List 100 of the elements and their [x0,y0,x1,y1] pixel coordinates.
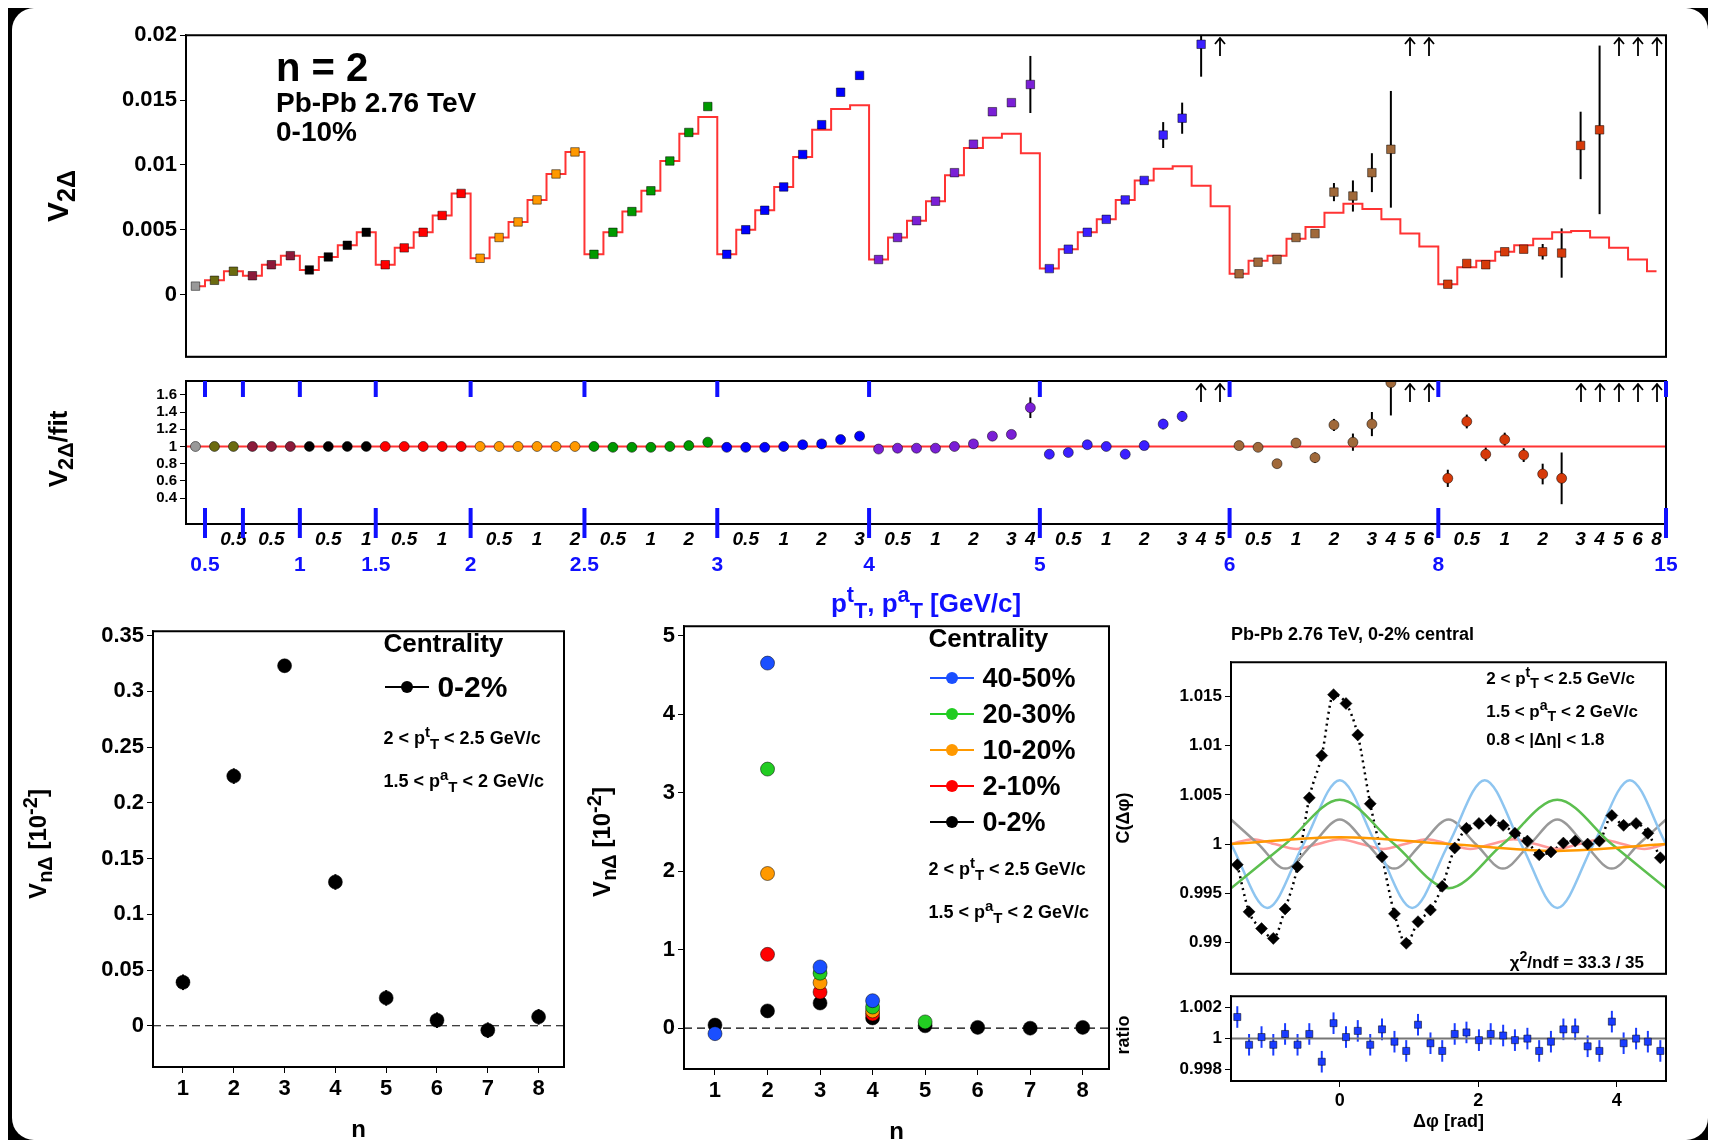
x-tick-label: 5 [1404,527,1416,549]
x-tick-label: 1 [1499,527,1511,549]
y-tick-label: 0 [662,1014,675,1040]
x-tick-label: 4 [1384,527,1397,549]
text: 5 [1034,552,1046,576]
x-tick-label: 6 [971,1077,984,1103]
x-tick-label: 0.5 [1453,527,1481,549]
y-tick-label: 0 [164,280,177,306]
x-tick-label: 7 [481,1075,494,1101]
y-tick-label: 3 [662,778,675,804]
x-tick-label: 5 [1613,527,1625,549]
x-tick-label: 3 [1575,527,1587,549]
y-tick-label: 0.005 [121,215,177,241]
x-tick-label: 6 [1632,527,1644,549]
y-tick-label: 0.998 [1179,1059,1222,1079]
y-tick-label: 1.4 [156,402,178,420]
y-tick-label: 0.05 [101,956,144,982]
annotation: 0-10% [276,116,358,148]
y-tick-label: 1.002 [1179,997,1222,1017]
y-tick-label: 0.3 [113,677,144,703]
text: 4 [863,552,875,576]
x-tick-label: 1 [360,527,372,549]
x-tick-label: 4 [329,1075,343,1101]
y-tick-label: 0.015 [121,86,177,112]
y-axis-title: C(Δφ) [1112,792,1134,844]
x-tick-label: 2 [967,527,980,549]
x-tick-label: 5 [380,1075,393,1101]
legend-label: 0-2% [437,670,508,704]
y-tick-label: 0.2 [113,788,144,814]
x-tick-label: 8 [1651,527,1663,549]
x-tick-label: 2 [815,527,828,549]
y-tick-label: 0.99 [1188,932,1222,952]
text: 0.5 [190,552,220,576]
x-tick-label: 3 [813,1077,827,1103]
x-tick-label: 4 [866,1077,880,1103]
y-tick-label: 1 [662,935,675,961]
y-tick-label: 4 [662,700,676,726]
x-tick-label: 0.5 [599,527,627,549]
x-tick-label: 1 [930,527,941,549]
annotation: 0.8 < |Δη| < 1.8 [1486,730,1606,751]
y-tick-label: 1.005 [1179,784,1222,804]
annotation: n = 2 [276,45,370,89]
x-axis-title: p$^{t}$$_{T}$, p$^{a}$$_{T}$ [GeV/c] [830,582,1022,624]
text: 6 [1223,552,1236,576]
y-tick-label: 1.015 [1179,686,1222,706]
y-tick-label: 2 [662,857,675,883]
x-tick-label: 0.5 [258,527,286,549]
y-tick-label: 0.25 [101,733,144,759]
x-tick-label: 1 [708,1077,722,1103]
annotation: Pb-Pb 2.76 TeV [276,87,477,118]
y-tick-label: 0.01 [134,150,177,176]
y-tick-label: 1 [1212,1028,1222,1048]
x-axis-title: n [351,1115,366,1142]
x-tick-label: 3 [854,527,866,549]
annotation: 1.5 < p$^{a}$$_{T}$ < 2 GeV/c [928,896,1089,926]
y-tick-label: 0.8 [156,453,177,471]
x-tick-label: 1 [1100,527,1112,549]
x-tick-label: 0.5 [732,527,760,549]
text: 2.5 [569,552,600,576]
y-tick-label: 0.1 [113,900,144,926]
legend-label: 10-20% [982,734,1076,766]
x-tick-label: 3 [1366,527,1378,549]
x-tick-label: 7 [1024,1077,1037,1103]
x-tick-label: 2 [1536,527,1549,549]
x-tick-label: 2 [227,1075,240,1101]
x-tick-label: 0.5 [884,527,912,549]
text: 15 [1654,552,1678,576]
y-axis-title: ratio [1112,1014,1134,1055]
y-tick-label: 5 [662,621,675,647]
x-tick-label: 3 [278,1075,291,1101]
y-tick-label: 0.35 [101,621,144,647]
y-tick-label: 0.15 [101,844,144,870]
legend-title: Centrality [383,628,505,659]
x-tick-label: 8 [1076,1077,1089,1103]
x-tick-label: 2 [682,527,695,549]
x-tick-label: 8 [532,1075,545,1101]
x-tick-label: 2 [1137,527,1150,549]
annotation: 2 < p$^{t}$$_{T}$ < 2.5 GeV/c [1486,664,1636,692]
x-tick-label: 6 [430,1075,444,1101]
x-tick-label: 0.5 [1055,527,1082,549]
x-tick-label: 0 [1334,1089,1345,1110]
x-tick-label: 0.5 [315,527,342,549]
x-tick-label: 4 [1593,527,1606,549]
y-tick-label: 0 [131,1011,144,1037]
x-tick-label: 0.5 [390,527,418,549]
annotation: 2 < p$^{t}$$_{T}$ < 2.5 GeV/c [383,723,542,752]
y-tick-label: 1.2 [156,419,177,437]
legend-label: 0-2% [982,806,1046,838]
x-axis-title: Δφ [rad] [1413,1111,1484,1132]
x-tick-label: 1 [1290,527,1302,549]
x-tick-label: 4 [1611,1089,1622,1110]
y-tick-label: 1.6 [156,384,177,402]
legend-label: 20-30% [982,698,1076,730]
x-tick-label: 0.5 [485,527,513,549]
legend-label: 40-50% [982,662,1076,694]
x-tick-label: 2 [761,1077,774,1103]
x-tick-label: 4 [1024,527,1037,549]
x-tick-label: 6 [1423,527,1435,549]
annotation: χ$^{2}$/ndf = 33.3 / 35 [1509,948,1644,973]
legend-title: Centrality [928,623,1050,654]
